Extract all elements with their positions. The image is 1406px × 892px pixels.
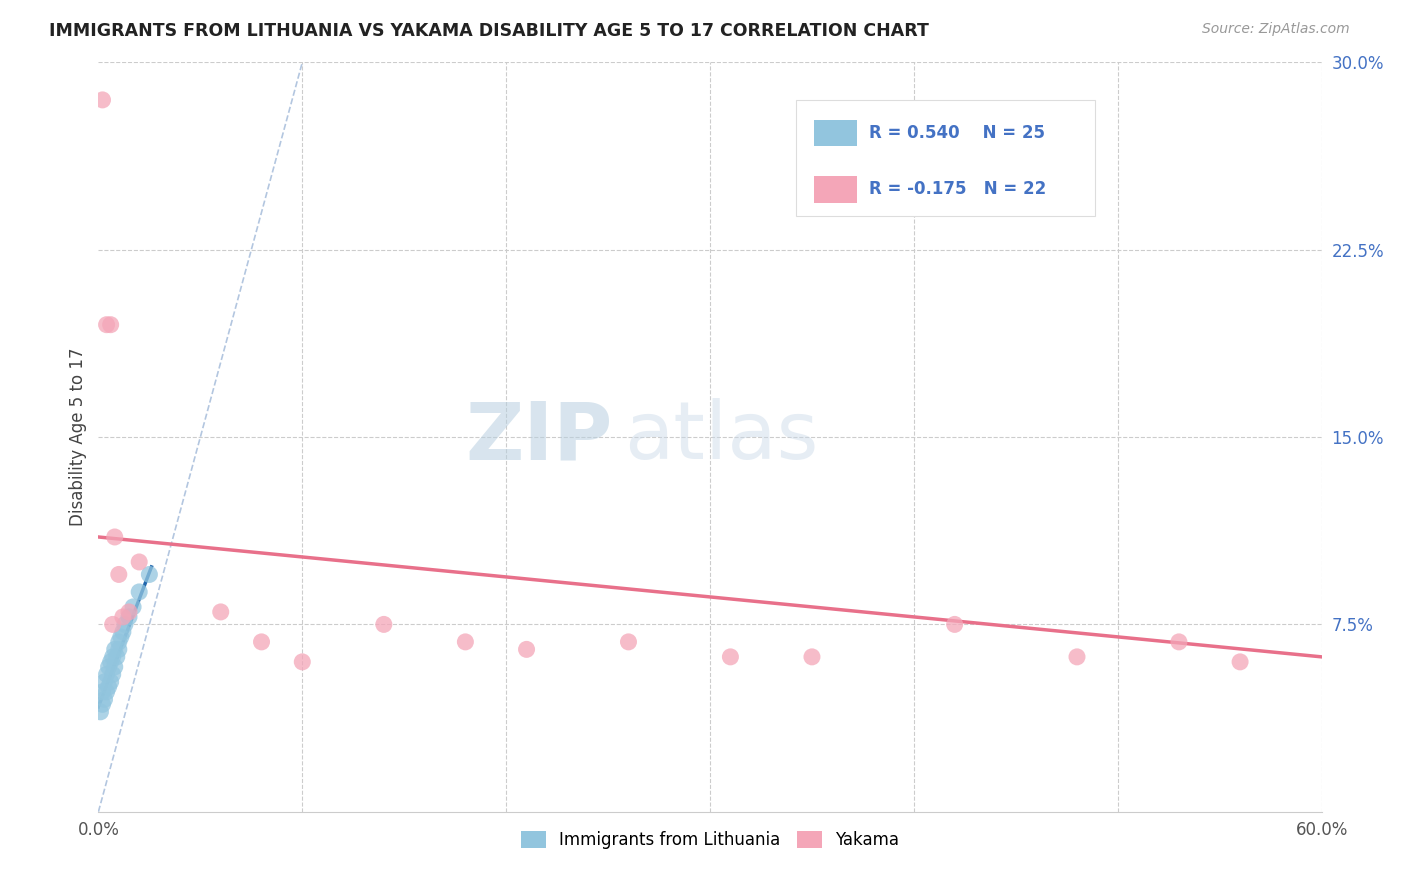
Point	[111, 624, 134, 639]
Point	[118, 610, 141, 624]
Point	[100, 674, 122, 689]
FancyBboxPatch shape	[796, 100, 1095, 216]
Point	[91, 698, 114, 712]
Point	[93, 692, 115, 706]
Text: IMMIGRANTS FROM LITHUANIA VS YAKAMA DISABILITY AGE 5 TO 17 CORRELATION CHART: IMMIGRANTS FROM LITHUANIA VS YAKAMA DISA…	[49, 22, 929, 40]
Point	[93, 674, 115, 689]
Y-axis label: Disability Age 5 to 17: Disability Age 5 to 17	[69, 348, 87, 526]
Point	[101, 649, 124, 664]
Point	[104, 660, 127, 674]
Bar	[814, 177, 856, 202]
Point	[516, 642, 538, 657]
Point	[111, 610, 134, 624]
Point	[1167, 635, 1189, 649]
Point	[101, 617, 124, 632]
Point	[291, 655, 314, 669]
Point	[108, 567, 131, 582]
Point	[1066, 649, 1088, 664]
Point	[454, 635, 477, 649]
Point	[943, 617, 966, 632]
Point	[128, 555, 150, 569]
Text: ZIP: ZIP	[465, 398, 612, 476]
Text: R = -0.175   N = 22: R = -0.175 N = 22	[869, 180, 1046, 198]
Point	[138, 567, 160, 582]
Point	[96, 667, 118, 681]
Point	[114, 617, 136, 632]
Point	[97, 660, 120, 674]
Point	[108, 642, 131, 657]
Point	[91, 685, 114, 699]
Point	[100, 655, 122, 669]
Point	[97, 680, 120, 694]
Text: R = 0.540    N = 25: R = 0.540 N = 25	[869, 124, 1045, 142]
Point	[209, 605, 232, 619]
Legend: Immigrants from Lithuania, Yakama: Immigrants from Lithuania, Yakama	[515, 824, 905, 855]
Text: Source: ZipAtlas.com: Source: ZipAtlas.com	[1202, 22, 1350, 37]
Point	[89, 705, 111, 719]
Bar	[814, 120, 856, 146]
Point	[617, 635, 640, 649]
Point	[718, 649, 742, 664]
Point	[91, 93, 114, 107]
Point	[101, 667, 124, 681]
Point	[122, 599, 145, 614]
Point	[104, 642, 127, 657]
Point	[104, 530, 127, 544]
Text: atlas: atlas	[624, 398, 818, 476]
Point	[373, 617, 395, 632]
Point	[96, 318, 118, 332]
Point	[110, 630, 132, 644]
Point	[108, 635, 131, 649]
Point	[96, 685, 118, 699]
Point	[1229, 655, 1251, 669]
Point	[105, 649, 128, 664]
Point	[801, 649, 824, 664]
Point	[100, 318, 122, 332]
Point	[128, 585, 150, 599]
Point	[250, 635, 273, 649]
Point	[118, 605, 141, 619]
